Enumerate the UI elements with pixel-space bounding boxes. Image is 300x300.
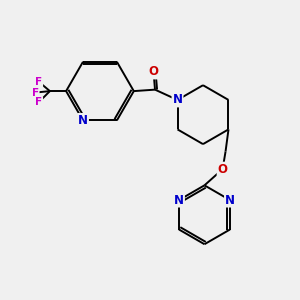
Text: N: N	[78, 114, 88, 127]
Text: N: N	[225, 194, 235, 207]
Text: O: O	[218, 163, 228, 176]
Text: N: N	[172, 93, 182, 106]
Text: O: O	[148, 65, 158, 79]
Text: F: F	[32, 88, 39, 98]
Text: F: F	[35, 97, 42, 107]
Text: F: F	[35, 77, 42, 87]
Text: N: N	[174, 194, 184, 207]
